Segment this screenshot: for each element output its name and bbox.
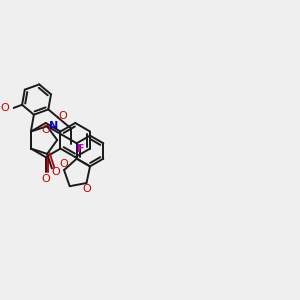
Text: O: O <box>1 103 9 113</box>
Text: O: O <box>41 174 50 184</box>
Text: O: O <box>59 159 68 169</box>
Text: O: O <box>83 184 92 194</box>
Text: O: O <box>41 125 50 135</box>
Text: O: O <box>51 167 60 176</box>
Text: N: N <box>49 121 58 131</box>
Text: F: F <box>77 144 85 154</box>
Text: O: O <box>59 111 68 121</box>
